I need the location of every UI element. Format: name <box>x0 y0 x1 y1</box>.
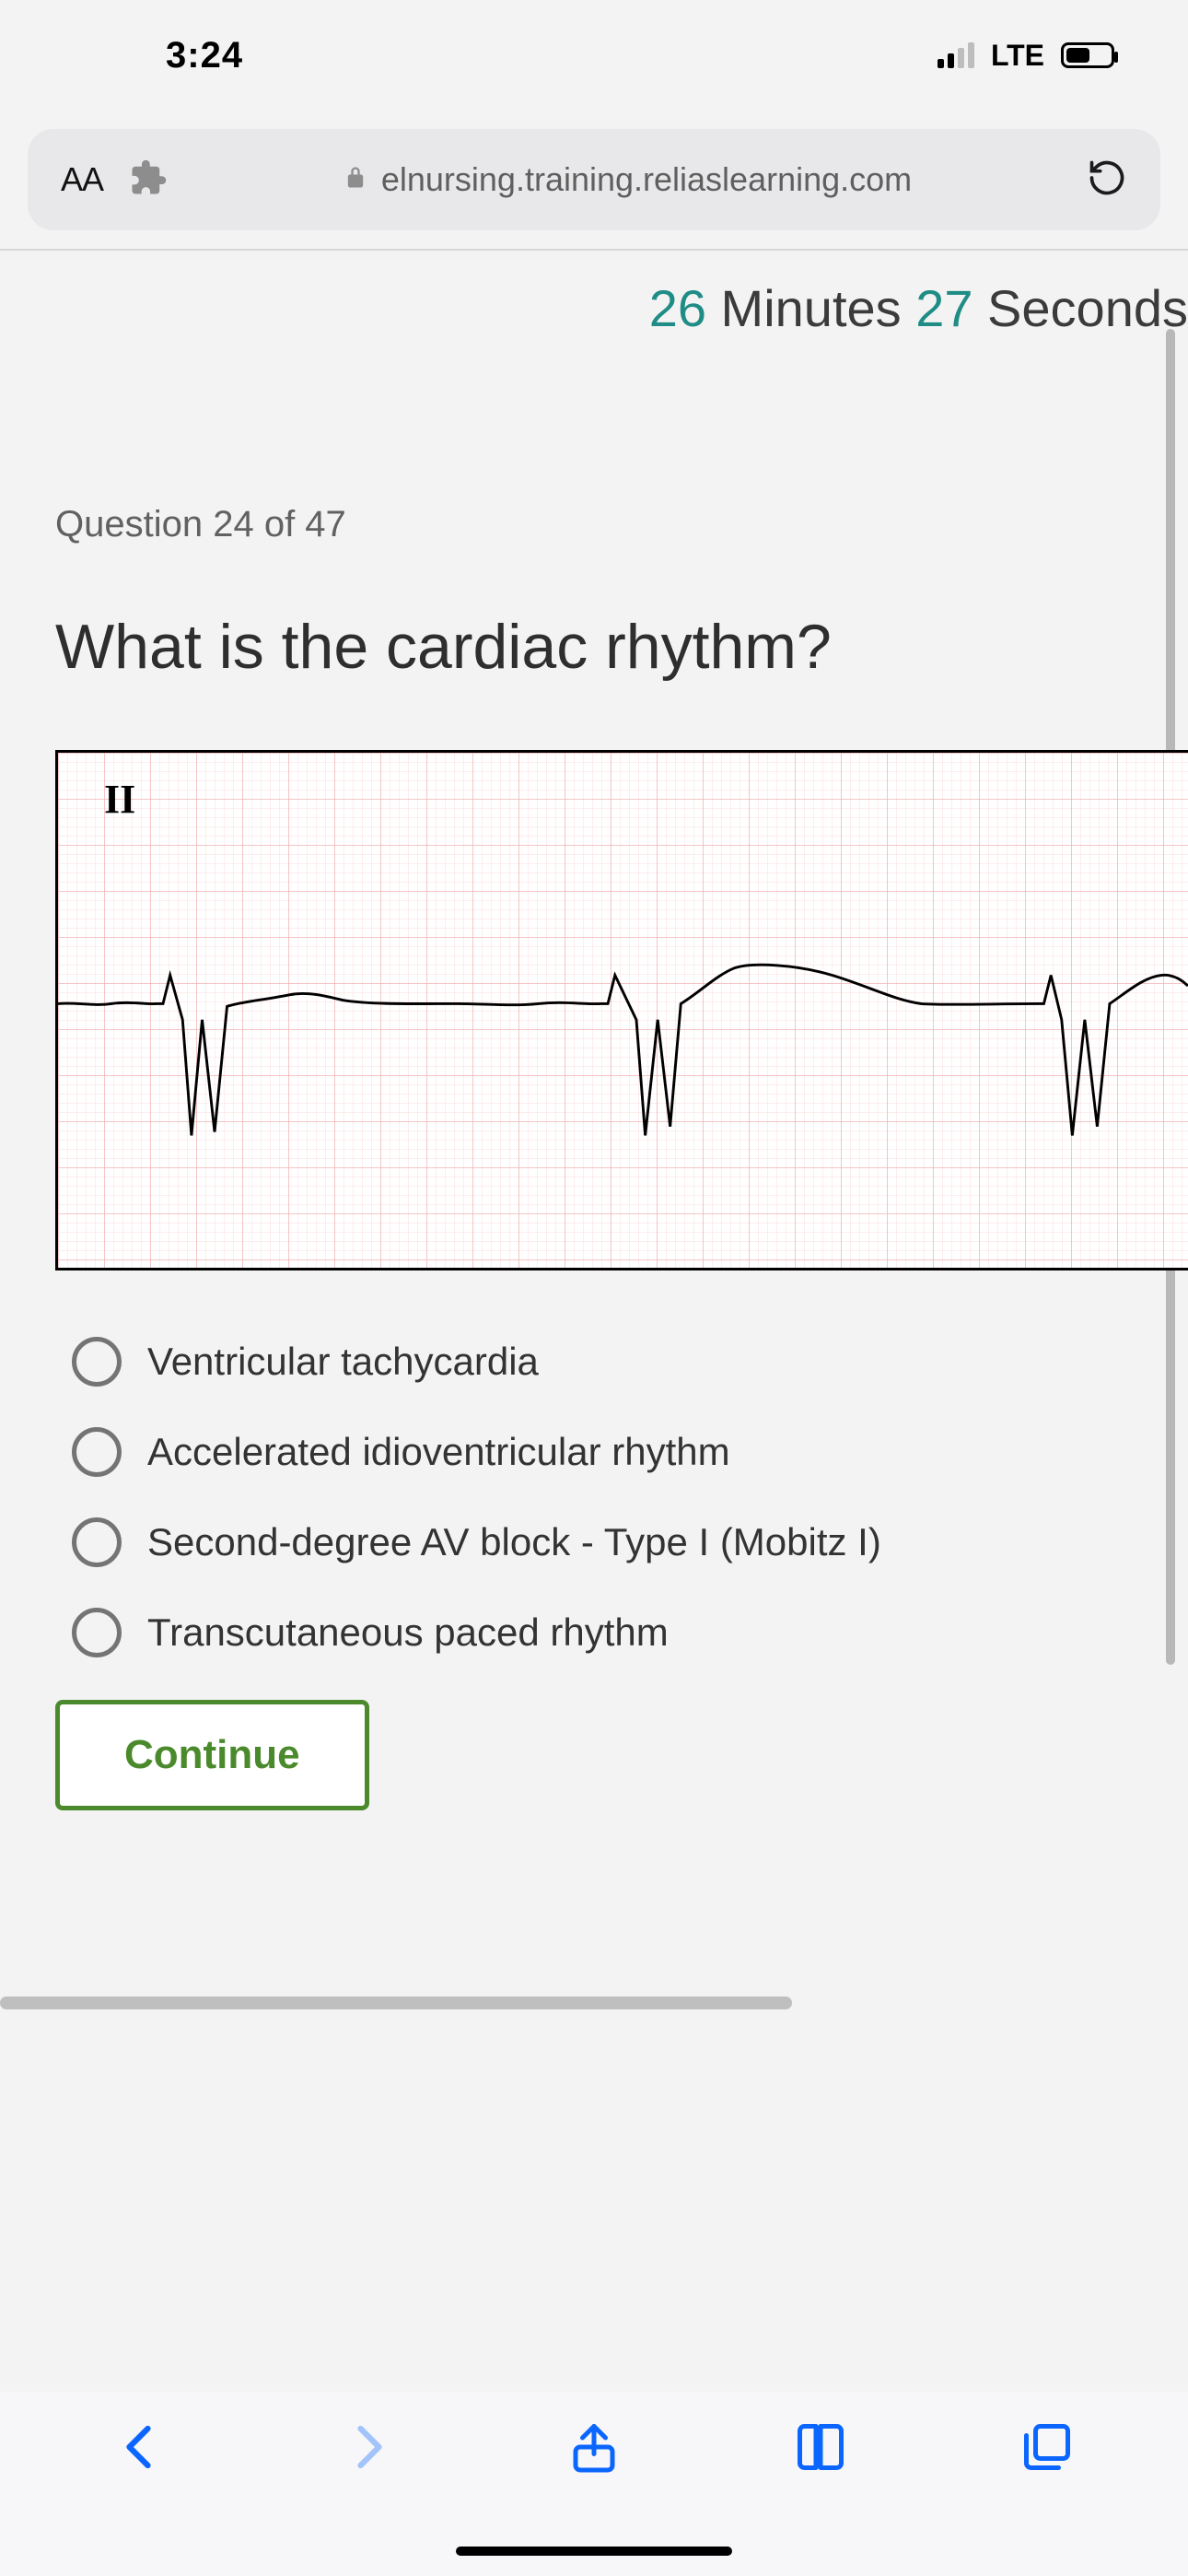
url-display[interactable]: elnursing.training.reliaslearning.com <box>193 160 1061 199</box>
text-size-button[interactable]: AA <box>61 160 103 199</box>
reload-icon[interactable] <box>1087 158 1127 203</box>
status-right: LTE <box>938 39 1114 73</box>
continue-button[interactable]: Continue <box>55 1700 369 1810</box>
network-label: LTE <box>991 39 1044 73</box>
timer-minutes: 26 <box>649 279 706 337</box>
answer-options: Ventricular tachycardia Accelerated idio… <box>55 1317 1188 1678</box>
cellular-signal-icon <box>938 42 974 68</box>
ecg-image: II <box>55 750 1188 1270</box>
home-indicator[interactable] <box>456 2547 732 2556</box>
option-label: Second-degree AV block - Type I (Mobitz … <box>147 1520 881 1564</box>
status-time: 3:24 <box>166 35 243 76</box>
radio-icon[interactable] <box>72 1517 122 1567</box>
ecg-trace <box>58 753 1188 1256</box>
timer-minutes-label: Minutes <box>706 279 915 337</box>
address-bar[interactable]: AA elnursing.training.reliaslearning.com <box>28 129 1160 230</box>
lock-icon <box>343 165 368 195</box>
extensions-icon[interactable] <box>129 158 168 202</box>
question-text: What is the cardiac rhythm? <box>55 610 1188 685</box>
radio-icon[interactable] <box>72 1337 122 1387</box>
tabs-button[interactable] <box>1019 2419 1075 2479</box>
option-3[interactable]: Transcutaneous paced rhythm <box>55 1587 1188 1678</box>
share-button[interactable] <box>566 2419 622 2479</box>
ecg-path <box>58 965 1188 1135</box>
question-counter: Question 24 of 47 <box>55 504 1188 545</box>
forward-button <box>340 2419 395 2479</box>
option-label: Transcutaneous paced rhythm <box>147 1610 669 1655</box>
bookmarks-button[interactable] <box>793 2419 848 2479</box>
timer: 26 Minutes 27 Seconds <box>0 251 1188 366</box>
battery-icon <box>1061 42 1114 68</box>
timer-seconds: 27 <box>915 279 973 337</box>
radio-icon[interactable] <box>72 1608 122 1657</box>
option-label: Ventricular tachycardia <box>147 1340 539 1384</box>
horizontal-scroll-indicator[interactable] <box>0 1996 792 2009</box>
timer-seconds-label: Seconds <box>973 279 1188 337</box>
option-1[interactable]: Accelerated idioventricular rhythm <box>55 1407 1188 1497</box>
url-text: elnursing.training.reliaslearning.com <box>381 160 912 199</box>
back-button[interactable] <box>113 2419 169 2479</box>
main-content: Question 24 of 47 What is the cardiac rh… <box>0 366 1188 1810</box>
status-bar: 3:24 LTE <box>0 0 1188 111</box>
option-2[interactable]: Second-degree AV block - Type I (Mobitz … <box>55 1497 1188 1587</box>
radio-icon[interactable] <box>72 1427 122 1477</box>
option-0[interactable]: Ventricular tachycardia <box>55 1317 1188 1407</box>
option-label: Accelerated idioventricular rhythm <box>147 1430 730 1474</box>
